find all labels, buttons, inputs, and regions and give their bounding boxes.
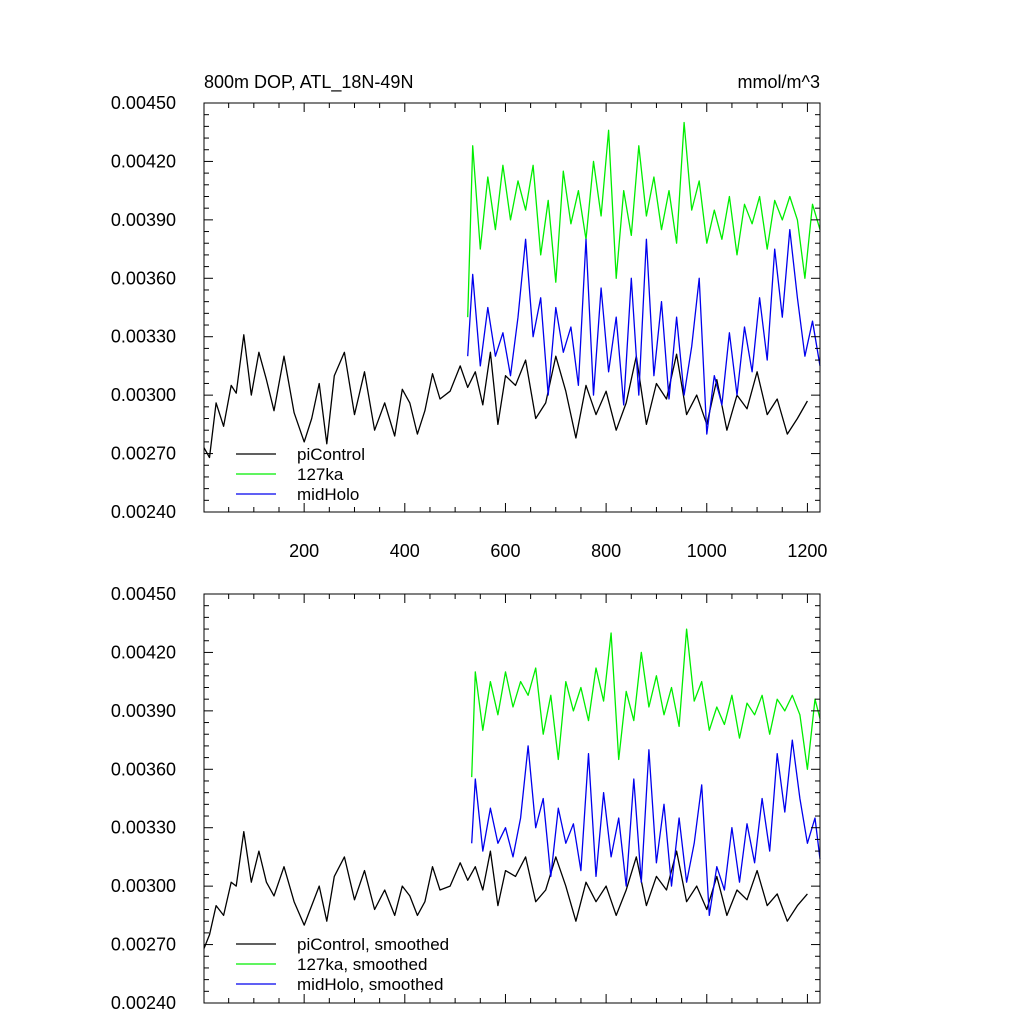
bottom-panel: 0.00240 0.00270 0.00300 0.00330 0.00360 0.003… bbox=[111, 584, 821, 1013]
y-tick-label: 0.00360 bbox=[111, 759, 176, 779]
y-tick-label: 0.00300 bbox=[111, 385, 176, 405]
legend-label: midHolo bbox=[297, 485, 359, 504]
y-tick-label: 0.00450 bbox=[111, 93, 176, 113]
y-tick-label: 0.00360 bbox=[111, 268, 176, 288]
y-tick-label: 0.00420 bbox=[111, 151, 176, 171]
legend-label: piControl, smoothed bbox=[297, 935, 449, 954]
plot-frame bbox=[203, 593, 821, 1004]
units-label: mmol/m^3 bbox=[738, 72, 820, 92]
x-tick-label: 600 bbox=[490, 541, 520, 561]
x-tick-label: 400 bbox=[390, 541, 420, 561]
y-tick-label: 0.00330 bbox=[111, 327, 176, 347]
top-panel: 800m DOP, ATL_18N-49N mmol/m^3 0.00240 0.… bbox=[111, 72, 828, 561]
series-line-0 bbox=[203, 830, 808, 949]
series-line-1 bbox=[471, 628, 821, 778]
legend-label: 127ka, smoothed bbox=[297, 955, 427, 974]
y-tick-label: 0.00240 bbox=[111, 993, 176, 1013]
series-line-0 bbox=[203, 334, 808, 459]
y-tick-label: 0.00420 bbox=[111, 642, 176, 662]
series-line-1 bbox=[467, 121, 821, 318]
legend-label: 127ka bbox=[297, 465, 344, 484]
y-tick-label: 0.00240 bbox=[111, 502, 176, 522]
y-tick-label: 0.00390 bbox=[111, 210, 176, 230]
legend-label: midHolo, smoothed bbox=[297, 975, 443, 994]
x-tick-label: 800 bbox=[591, 541, 621, 561]
y-tick-label: 0.00390 bbox=[111, 701, 176, 721]
x-tick-label: 1200 bbox=[787, 541, 827, 561]
chart-title: 800m DOP, ATL_18N-49N bbox=[204, 72, 413, 93]
y-tick-label: 0.00330 bbox=[111, 818, 176, 838]
plot-frame bbox=[203, 102, 821, 513]
x-tick-label: 200 bbox=[289, 541, 319, 561]
y-tick-label: 0.00450 bbox=[111, 584, 176, 604]
legend-label: piControl bbox=[297, 445, 365, 464]
y-tick-label: 0.00300 bbox=[111, 876, 176, 896]
series-line-2 bbox=[471, 739, 821, 917]
y-tick-label: 0.00270 bbox=[111, 935, 176, 955]
x-tick-label: 1000 bbox=[687, 541, 727, 561]
y-tick-label: 0.00270 bbox=[111, 444, 176, 464]
series-line-2 bbox=[467, 228, 821, 435]
